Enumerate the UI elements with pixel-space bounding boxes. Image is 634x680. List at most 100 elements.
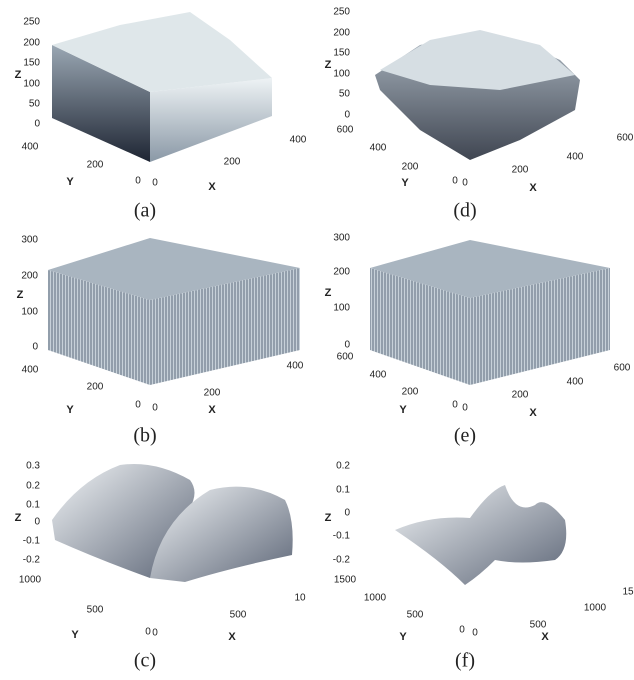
y-tick-label: 500 <box>87 605 104 616</box>
y-tick-label: 1500 <box>334 575 357 586</box>
z-tick-label: 0 <box>34 119 40 130</box>
x-tick-label: 400 <box>287 361 304 372</box>
y-tick-label: 200 <box>87 160 104 171</box>
caption: (e) <box>454 425 476 447</box>
z-tick-label: -0.1 <box>333 531 351 542</box>
y-tick-label: 0 <box>452 400 458 411</box>
z-tick-label: 0.1 <box>336 485 350 496</box>
caption: (f) <box>455 650 475 672</box>
z-tick-label: 0 <box>344 508 350 519</box>
z-tick-label: -0.2 <box>333 555 351 566</box>
y-axis-label: Y <box>71 629 79 641</box>
x-tick-label: 200 <box>224 157 241 168</box>
x-tick-label: 500 <box>530 620 547 631</box>
y-axis-label: Y <box>66 176 74 188</box>
x-tick-label: 200 <box>512 390 529 401</box>
z-tick-label: 100 <box>333 69 350 80</box>
caption: (b) <box>133 425 156 447</box>
surface-c <box>52 464 293 582</box>
y-tick-label: 600 <box>337 125 354 136</box>
y-tick-label: 0 <box>135 400 141 411</box>
y-tick-label: 400 <box>22 142 39 153</box>
z-tick-label: 200 <box>333 267 350 278</box>
x-tick-label: 400 <box>567 377 584 388</box>
z-tick-label: 0.3 <box>26 461 40 472</box>
y-tick-label: 200 <box>402 162 419 173</box>
y-tick-label: 500 <box>407 610 424 621</box>
y-tick-label: 200 <box>87 382 104 393</box>
z-tick-label: 100 <box>333 303 350 314</box>
z-axis-label: Z <box>17 289 24 301</box>
y-tick-label: 0 <box>452 176 458 187</box>
x-tick-label: 600 <box>617 133 634 144</box>
caption: (a) <box>134 200 156 222</box>
z-tick-label: -0.2 <box>23 555 41 566</box>
z-tick-label: 50 <box>29 99 41 110</box>
x-axis-label: X <box>529 182 537 194</box>
page: (a)ZYX25020015010050040020000200400(d)ZY… <box>0 0 634 680</box>
z-tick-label: 0 <box>344 340 350 351</box>
x-tick-label: 600 <box>614 363 631 374</box>
z-axis-label: Z <box>325 59 332 71</box>
z-tick-label: 200 <box>333 28 350 39</box>
y-tick-label: 400 <box>370 370 387 381</box>
x-tick-label: 400 <box>567 152 584 163</box>
z-axis-label: Z <box>325 287 332 299</box>
x-tick-label: 0 <box>152 628 158 639</box>
z-tick-label: 0.2 <box>26 481 40 492</box>
y-tick-label: 400 <box>22 365 39 376</box>
x-tick-label: 0 <box>152 178 158 189</box>
x-tick-label: 200 <box>204 388 221 399</box>
x-tick-label: 0 <box>472 628 478 639</box>
y-tick-label: 0 <box>145 627 151 638</box>
y-axis-label: Y <box>401 177 409 189</box>
z-tick-label: -0.1 <box>23 536 41 547</box>
z-tick-label: 150 <box>333 48 350 59</box>
y-tick-label: 400 <box>370 143 387 154</box>
x-axis-label: X <box>208 181 216 193</box>
y-tick-label: 1000 <box>364 593 387 604</box>
x-axis-label: X <box>529 407 537 419</box>
z-tick-label: 0 <box>34 517 40 528</box>
x-tick-label: 500 <box>230 610 247 621</box>
z-tick-label: 0 <box>32 342 38 353</box>
x-tick-label: 1000 <box>584 603 607 614</box>
y-tick-label: 0 <box>459 625 465 636</box>
y-tick-label: 200 <box>402 387 419 398</box>
z-axis-label: Z <box>325 512 332 524</box>
z-tick-label: 200 <box>21 271 38 282</box>
z-tick-label: 100 <box>21 307 38 318</box>
y-axis-label: Y <box>66 404 74 416</box>
z-tick-label: 250 <box>23 17 40 28</box>
surface-e <box>370 240 610 385</box>
x-tick-label: 0 <box>152 403 158 414</box>
y-tick-label: 600 <box>337 352 354 363</box>
x-tick-label: 200 <box>512 165 529 176</box>
surface-b <box>48 238 300 385</box>
x-tick-label: 10 <box>294 593 306 604</box>
surface-d <box>375 30 580 160</box>
z-tick-label: 300 <box>333 233 350 244</box>
z-axis-label: Z <box>15 69 22 81</box>
caption: (c) <box>134 650 156 672</box>
x-tick-label: 400 <box>290 135 307 146</box>
z-tick-label: 50 <box>339 89 351 100</box>
y-tick-label: 0 <box>135 176 141 187</box>
x-axis-label: X <box>228 631 236 643</box>
z-tick-label: 0.2 <box>336 461 350 472</box>
y-axis-label: Y <box>399 404 407 416</box>
z-tick-label: 0.1 <box>26 500 40 511</box>
caption: (d) <box>453 200 476 222</box>
z-tick-label: 150 <box>23 58 40 69</box>
z-axis-label: Z <box>15 512 22 524</box>
x-axis-label: X <box>541 631 549 643</box>
z-tick-label: 0 <box>344 110 350 121</box>
surface-f <box>395 485 566 585</box>
y-axis-label: Y <box>399 631 407 643</box>
z-tick-label: 200 <box>23 38 40 49</box>
y-tick-label: 1000 <box>19 575 42 586</box>
surface-a <box>52 12 272 162</box>
x-tick-label: 0 <box>462 178 468 189</box>
x-tick-label: 0 <box>462 403 468 414</box>
z-tick-label: 300 <box>21 235 38 246</box>
